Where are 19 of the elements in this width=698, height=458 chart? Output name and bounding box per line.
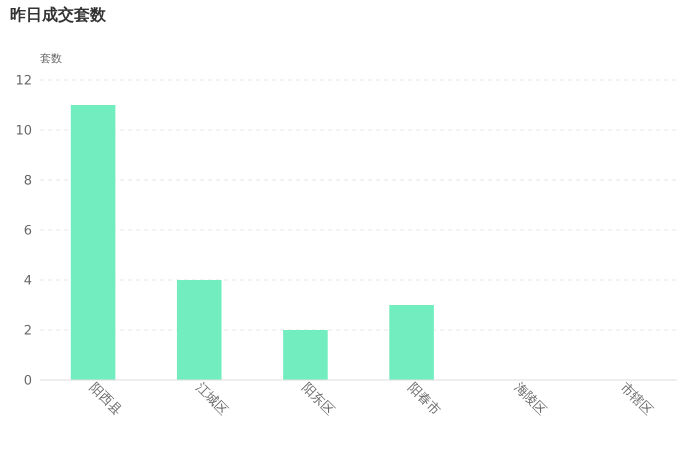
x-tick-label: 阳西县 [86,380,124,418]
chart-title: 昨日成交套数 [10,5,107,24]
y-tick-label: 6 [24,224,32,239]
y-tick-label: 10 [15,124,32,139]
y-tick-label: 4 [24,274,32,289]
x-tick-label: 市辖区 [617,380,656,418]
bar [176,280,222,380]
x-tick-label: 江城区 [192,380,231,418]
y-axis-title: 套数 [40,52,62,65]
y-tick-label: 12 [15,74,32,89]
x-tick-label: 海陵区 [510,380,550,418]
y-tick-label: 0 [24,374,32,389]
bar [70,105,116,380]
bar [283,330,328,380]
y-tick-label: 8 [24,174,32,189]
bar [389,305,434,380]
y-tick-label: 2 [24,324,32,339]
x-tick-label: 阳东区 [298,380,337,418]
x-tick-label: 阳春市 [404,380,443,418]
